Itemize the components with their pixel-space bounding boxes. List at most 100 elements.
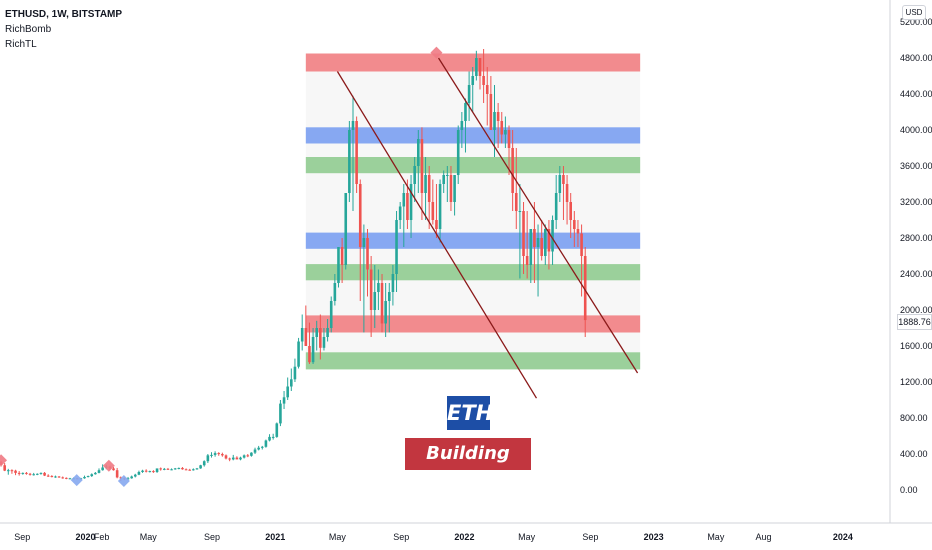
candle-body: [369, 269, 373, 310]
candle-body: [536, 238, 540, 247]
trendline-1: [336, 71, 538, 399]
candle-body: [155, 468, 159, 472]
buy-diamond-marker: [70, 474, 83, 487]
candle-body: [61, 477, 65, 479]
candle-body: [184, 469, 188, 471]
candle-body: [304, 328, 308, 346]
candle-body: [406, 193, 409, 220]
candle-body: [282, 397, 286, 404]
indicator-richbomb[interactable]: RichBomb: [5, 24, 52, 35]
candle-body: [83, 476, 86, 479]
candle-body: [228, 458, 231, 460]
y-tick-label: 3200.00: [900, 197, 932, 207]
y-tick-label: 5200.00: [900, 17, 932, 27]
y-tick-label: 4000.00: [900, 125, 932, 135]
zone-red-0: [305, 53, 641, 72]
trendline-2: [437, 57, 639, 374]
candle-body: [475, 58, 478, 76]
candle-body: [493, 112, 496, 130]
candle-body: [362, 238, 366, 247]
candle-body: [583, 256, 587, 321]
candle-body: [210, 454, 213, 456]
candle-body: [10, 470, 14, 472]
candle-body: [221, 454, 224, 456]
candle-body: [449, 175, 453, 202]
x-tick-label: Feb: [94, 532, 110, 542]
candle-body: [387, 292, 391, 301]
candle-body: [355, 121, 358, 184]
candle-body: [290, 379, 293, 387]
candle-body: [366, 238, 369, 270]
x-tick-label: 2023: [644, 532, 664, 542]
candle-body: [68, 478, 72, 480]
candle-body: [337, 247, 340, 283]
candle-body: [3, 465, 6, 471]
candle-body: [133, 474, 137, 477]
candle-body: [471, 76, 475, 85]
sell-diamond-marker: [102, 459, 115, 472]
candle-body: [427, 175, 431, 202]
candle-body: [460, 121, 464, 130]
candle-body: [573, 220, 576, 229]
candle-body: [377, 283, 380, 292]
candle-body: [529, 229, 533, 265]
x-tick-label: May: [140, 532, 158, 542]
candle-body: [213, 453, 217, 455]
candle-body: [141, 470, 144, 472]
candle-body: [326, 328, 329, 337]
currency-label[interactable]: USD: [902, 5, 926, 20]
candle-body: [438, 184, 442, 229]
candle-body: [409, 184, 413, 220]
candle-body: [286, 386, 289, 398]
indicator-richtl[interactable]: RichTL: [5, 39, 37, 50]
building-block-annotation: Building Block: [405, 438, 531, 496]
candle-body: [547, 229, 551, 252]
y-tick-label: 4400.00: [900, 89, 932, 99]
candle-body: [442, 175, 446, 184]
zone-blue-1: [305, 127, 641, 144]
y-tick-label: 4800.00: [900, 53, 932, 63]
candle-body: [565, 184, 569, 202]
candle-body: [36, 473, 39, 475]
y-tick-label: 2800.00: [900, 233, 932, 243]
diamond-markers-layer: [0, 46, 443, 487]
y-tick-label: 2000.00: [900, 305, 932, 315]
candle-body: [206, 455, 210, 462]
candle-body: [511, 148, 514, 193]
candle-body: [424, 175, 427, 193]
candle-body: [148, 471, 152, 473]
candle-body: [358, 184, 362, 247]
candle-body: [551, 220, 554, 252]
candle-body: [166, 468, 170, 470]
candle-body: [192, 469, 195, 471]
candle-body: [177, 467, 181, 469]
candle-body: [402, 193, 406, 207]
candle-body: [380, 283, 384, 324]
candle-body: [569, 202, 572, 220]
candle-body: [235, 457, 239, 460]
candle-body: [319, 328, 322, 348]
candle-body: [315, 328, 319, 337]
candle-body: [159, 468, 162, 470]
x-tick-label: 2022: [454, 532, 474, 542]
candle-body: [224, 455, 228, 459]
candle-body: [90, 474, 94, 477]
zone-green-4: [305, 264, 641, 281]
y-tick-label: 1600.00: [900, 341, 932, 351]
candle-body: [340, 247, 344, 265]
candle-body: [435, 220, 438, 229]
candle-body: [348, 130, 351, 193]
candle-body: [264, 440, 268, 447]
candle-body: [522, 211, 525, 256]
candle-body: [152, 471, 155, 473]
x-tick-label: 2020: [76, 532, 96, 542]
candle-body: [558, 175, 562, 193]
candle-body: [398, 206, 402, 220]
candle-body: [293, 366, 297, 380]
candle-body: [351, 121, 355, 130]
candle-body: [384, 301, 387, 324]
candle-body: [257, 447, 260, 450]
candle-body: [453, 175, 456, 202]
